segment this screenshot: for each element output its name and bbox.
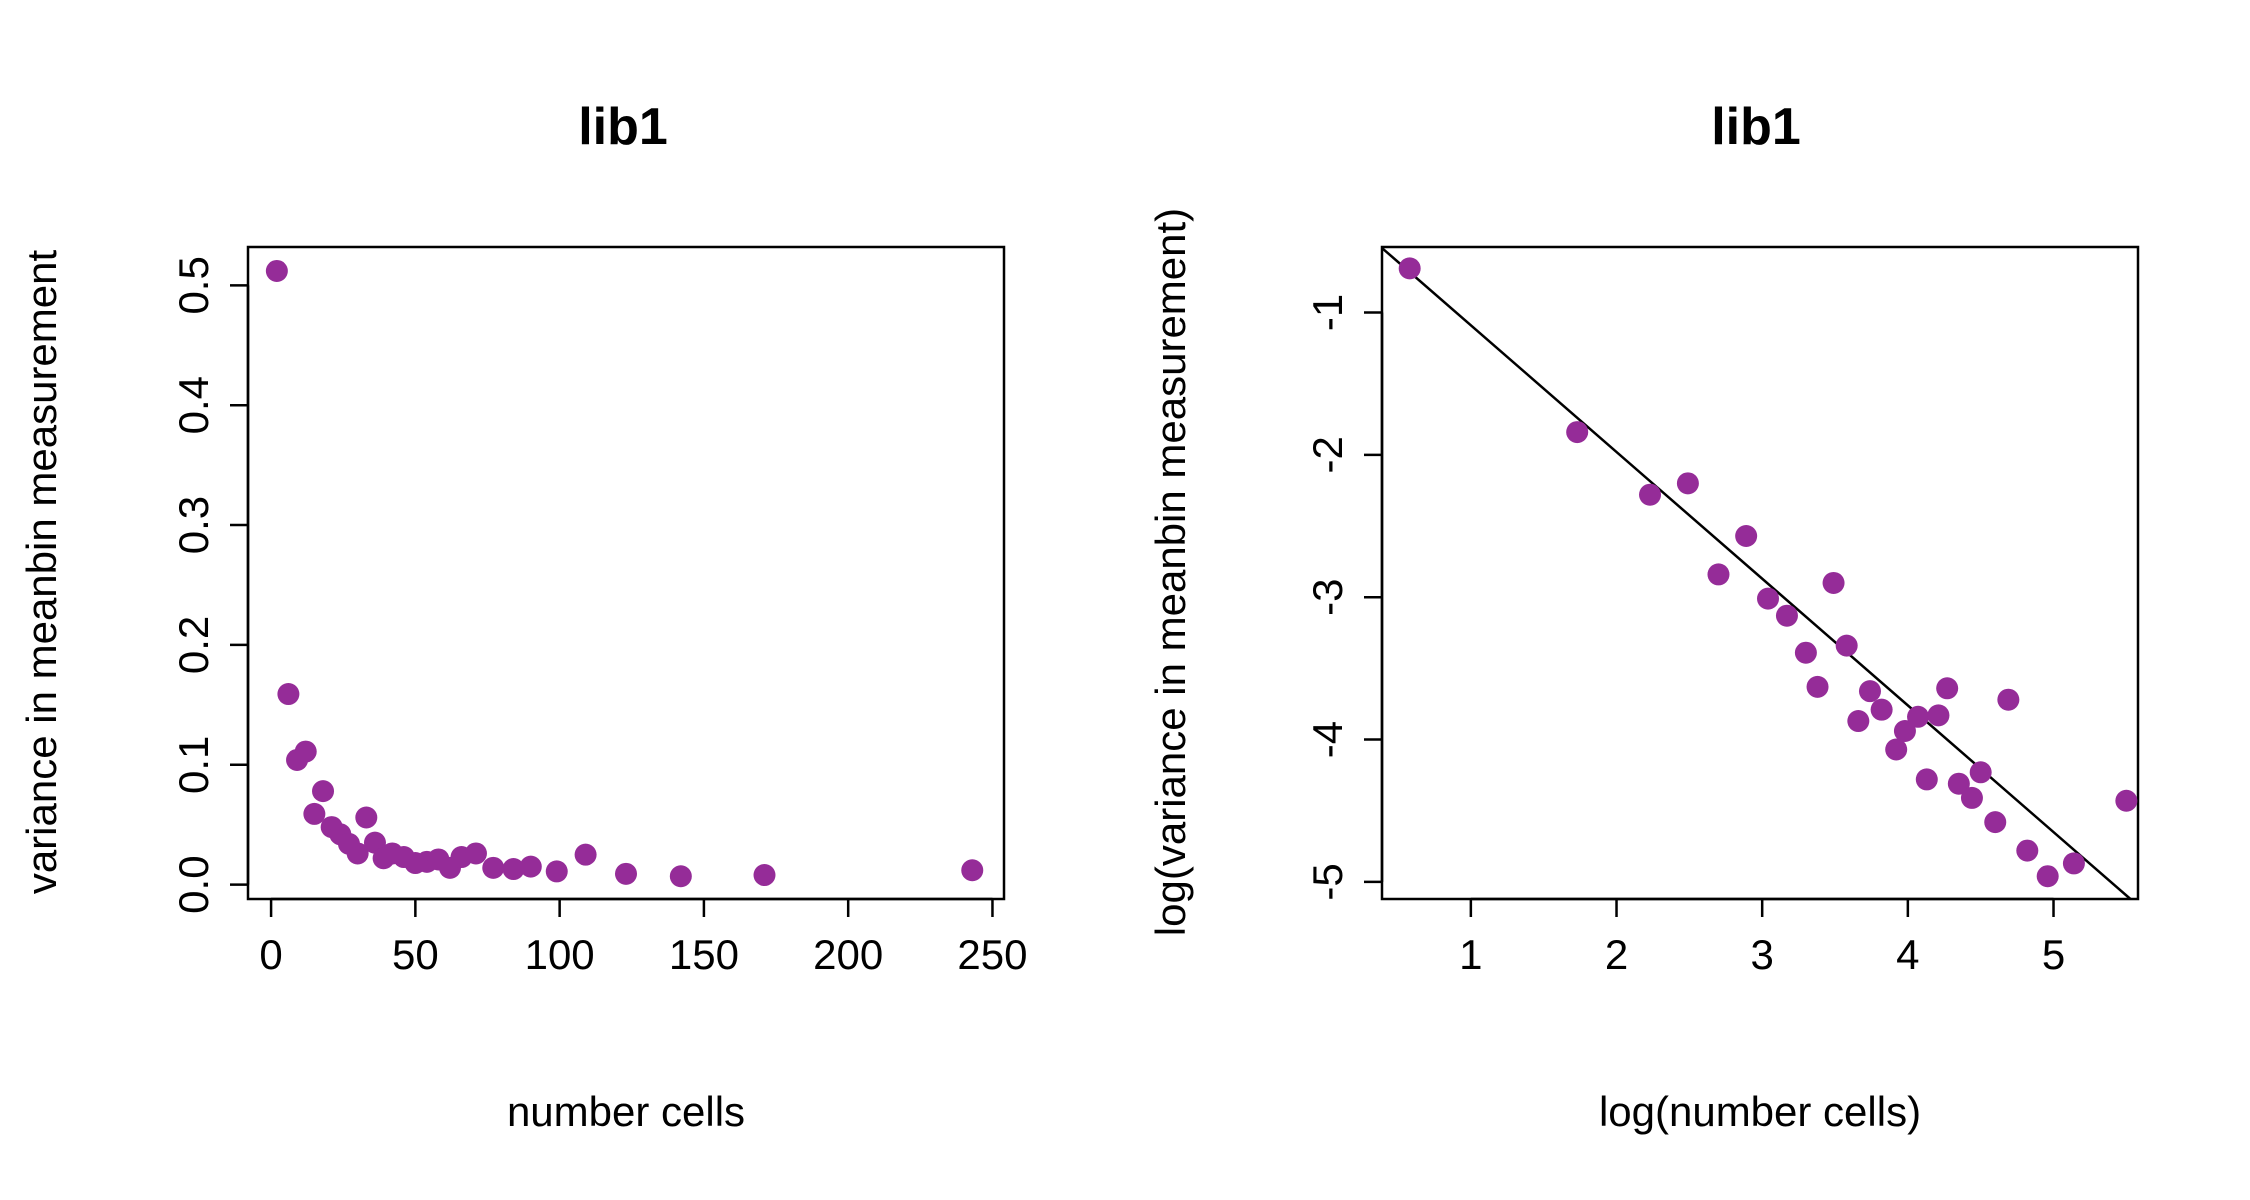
x-tick-label: 250 [957,931,1027,978]
data-point [1835,634,1858,657]
chart-title: lib1 [1711,98,1801,156]
data-point [502,858,525,881]
x-tick-label: 150 [669,931,739,978]
data-point [277,683,300,706]
y-tick-label: -3 [1304,579,1351,616]
chart-title: lib1 [578,98,668,156]
x-tick-label: 5 [2042,931,2065,978]
data-point [1947,772,1970,795]
y-tick-label: 0.2 [170,616,217,674]
x-axis-label: number cells [507,1088,745,1135]
data-point [2062,852,2085,875]
data-point [1893,720,1916,743]
data-point [1927,704,1950,727]
data-point [346,842,369,865]
data-point [303,802,326,825]
x-tick-label: 100 [525,931,595,978]
data-point [1960,786,1983,809]
y-axis-label: variance in meanbin measurement [18,250,65,895]
plot-frame [1380,245,2140,901]
x-tick-label: 200 [813,931,883,978]
y-tick-label: -1 [1304,294,1351,331]
data-point [464,842,487,865]
x-tick-label: 4 [1896,931,1919,978]
data-points [1398,257,2138,888]
data-point [1707,563,1730,586]
regression-line [1381,247,2132,900]
y-tick-label: -2 [1304,436,1351,473]
data-point [2115,789,2138,812]
data-point [1639,483,1662,506]
data-point [482,856,505,879]
y-tick-label: 0.4 [170,376,217,434]
x-tick-label: 3 [1751,931,1774,978]
data-point [545,860,568,883]
data-point [753,864,776,887]
data-point [1984,811,2007,834]
data-point [1915,768,1938,791]
x-tick-label: 2 [1605,931,1628,978]
data-point [1822,571,1845,594]
y-tick-label: -5 [1304,863,1351,900]
x-tick-label: 1 [1459,931,1482,978]
data-point [615,862,637,885]
axis-ticks: 1 2 3 4 5 -5 -4 -3 -2 -1 [1304,294,2065,978]
y-tick-label: -4 [1304,721,1351,758]
axis-ticks: 0 50 100 150 200 250 0.0 0.1 0.2 0.3 0.4 0.5 [170,256,1027,978]
data-point [669,865,692,888]
x-axis-label: log(number cells) [1599,1088,1921,1135]
data-point [519,855,542,878]
y-tick-label: 0.1 [170,736,217,794]
data-point [294,740,317,763]
data-point [1775,604,1798,627]
y-axis-label: log(variance in meanbin measurement) [1147,208,1194,936]
data-point [1885,738,1908,761]
data-point [265,259,288,282]
plot-frame [246,245,1006,901]
data-point [574,843,597,866]
data-point [1969,761,1992,784]
data-point [1676,472,1699,495]
data-points [265,259,984,888]
data-point [1757,587,1780,610]
panel-right: lib1 1 2 3 4 5 -5 -4 -3 -2 -1 log(number cells) l… [1147,98,2140,1135]
data-point [2036,865,2059,888]
data-point [1907,705,1930,728]
y-tick-label: 0.0 [170,855,217,913]
data-point [1936,677,1959,700]
fit-line-group [1381,247,2132,900]
data-point [1806,675,1829,698]
data-point [2016,839,2039,862]
data-point [1794,641,1817,664]
data-point [1566,421,1589,444]
data-point [1398,257,1421,280]
y-tick-label: 0.3 [170,496,217,554]
data-point [1735,524,1758,547]
data-point [355,806,378,829]
x-tick-label: 50 [392,931,439,978]
x-tick-label: 0 [259,931,282,978]
data-point [961,859,984,882]
panel-left: lib1 0 50 100 150 200 250 0.0 0.1 0.2 0.3 0.4 0.5 n… [18,98,1027,1135]
data-point [312,780,335,803]
data-point [1997,688,2020,711]
data-point [1858,680,1881,703]
data-point [1870,698,1893,721]
data-point [1847,710,1870,733]
y-tick-label: 0.5 [170,256,217,314]
